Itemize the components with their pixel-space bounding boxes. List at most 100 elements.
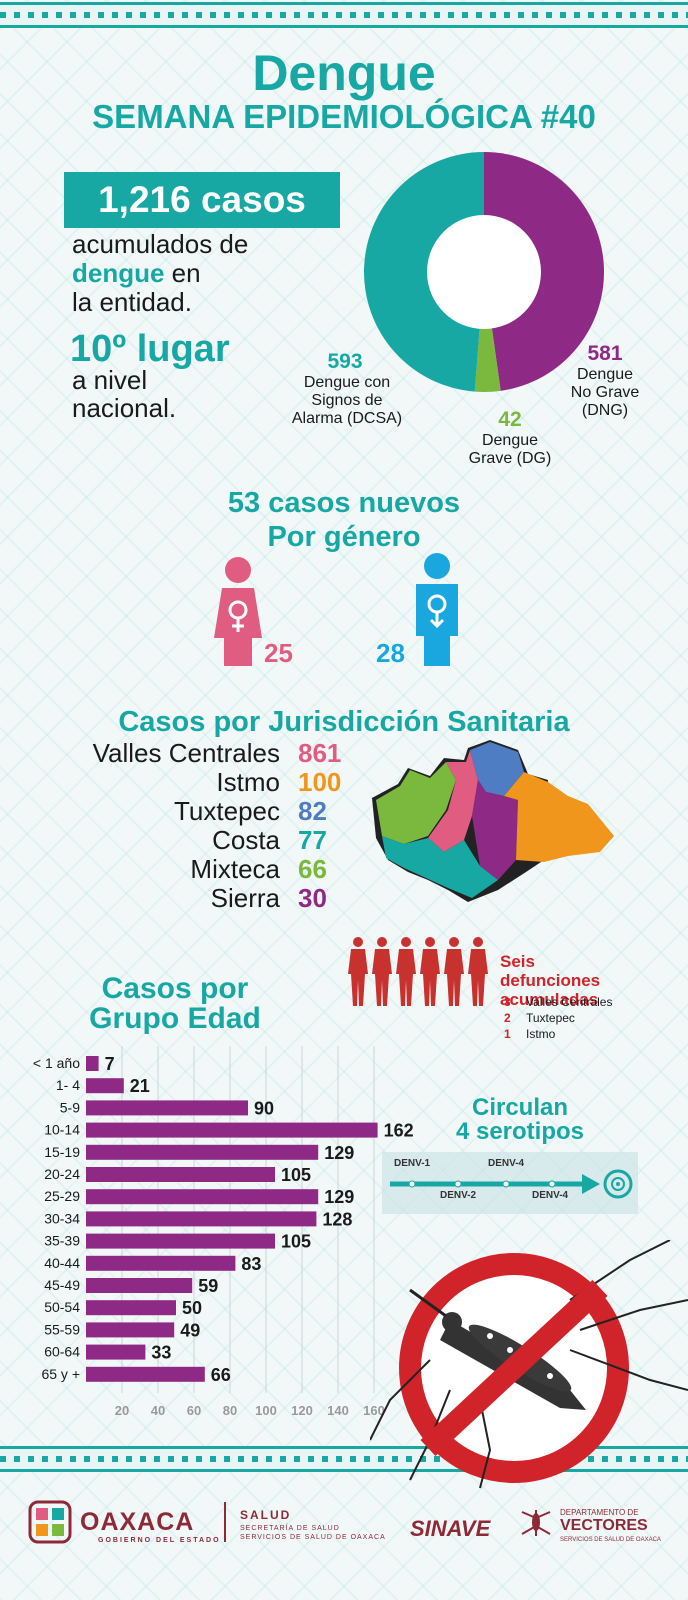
bar-value-label: 105 xyxy=(281,1165,311,1185)
valles-centrales-region xyxy=(428,750,478,852)
total-cases-box: 1,216 casos xyxy=(64,172,340,228)
serotype-label: DENV-2 xyxy=(440,1190,477,1201)
dg-label-line: Grave (DG) xyxy=(468,450,552,467)
category-label: 25-29 xyxy=(44,1188,80,1204)
no-mosquito-icon xyxy=(370,1240,688,1489)
vectores-line-2: VECTORES xyxy=(560,1517,648,1534)
bar-value-label: 90 xyxy=(254,1098,274,1118)
summary-line-2-rest: en xyxy=(164,258,201,288)
oaxaca-map xyxy=(372,740,614,902)
category-label: 15-19 xyxy=(44,1144,80,1160)
serotypes-title-line-1: Circulan xyxy=(471,1094,569,1121)
dng-value: 581 xyxy=(587,342,623,365)
category-label: 20-24 xyxy=(44,1166,80,1182)
death-count: 1 xyxy=(504,1027,511,1041)
deaths-title-line: Seis xyxy=(500,952,535,971)
serotype-label: DENV-1 xyxy=(394,1158,431,1169)
salud-logo-text: SALUD xyxy=(240,1508,292,1522)
category-label: 5-9 xyxy=(60,1099,80,1115)
dcsa-label-line: Signos de xyxy=(311,392,383,409)
oaxaca-seal-icon xyxy=(28,1500,72,1544)
death-place: Valles Centrales xyxy=(526,995,613,1009)
x-tick-label: 100 xyxy=(255,1403,277,1418)
female-count: 25 xyxy=(264,638,293,668)
summary-dengue-highlight: dengue xyxy=(72,258,165,288)
jurisdiction-name: Istmo xyxy=(216,767,280,797)
jurisdiction-name: Costa xyxy=(212,825,280,855)
category-label: 50-54 xyxy=(44,1299,80,1315)
bar xyxy=(86,1100,248,1116)
x-tick-label: 60 xyxy=(187,1403,201,1418)
vectores-mosquito-icon xyxy=(521,1510,551,1536)
serotype-label: DENV-4 xyxy=(532,1190,569,1201)
category-label: 40-44 xyxy=(44,1255,80,1271)
vectores-line-1: DEPARTAMENTO DE xyxy=(560,1508,639,1517)
sierra-region xyxy=(472,780,518,880)
death-count: 3 xyxy=(504,995,511,1009)
costa-region xyxy=(382,836,498,898)
dg-label-line: Dengue xyxy=(481,432,539,449)
jurisdiction-name: Sierra xyxy=(210,883,280,913)
bar-value-label: 59 xyxy=(198,1276,218,1296)
category-label: 60-64 xyxy=(44,1344,80,1360)
dng-label: Dengue No Grave (DNG) xyxy=(550,366,660,420)
bar-value-label: 128 xyxy=(322,1209,352,1229)
istmo-region xyxy=(504,772,614,862)
jurisdiction-value: 861 xyxy=(298,738,342,768)
bar xyxy=(86,1322,175,1338)
category-label: < 1 año xyxy=(33,1055,80,1071)
target-icon xyxy=(603,1169,633,1199)
bar xyxy=(86,1366,205,1382)
summary-line-3: la entidad. xyxy=(72,287,192,317)
category-label: 35-39 xyxy=(44,1233,80,1249)
new-cases-line-1: 53 casos nuevos xyxy=(227,487,461,519)
footer-divider xyxy=(224,1502,226,1542)
x-tick-label: 140 xyxy=(327,1403,349,1418)
dcsa-label: Dengue con Signos de Alarma (DCSA) xyxy=(282,374,412,428)
donut-slice xyxy=(484,152,605,391)
new-cases-line-2: Por género xyxy=(267,521,421,553)
jurisdiction-value: 82 xyxy=(298,796,327,826)
age-chart-title: Casos por Grupo Edad xyxy=(89,972,261,1035)
x-tick-label: 120 xyxy=(291,1403,313,1418)
donut-hole xyxy=(427,215,541,329)
bar xyxy=(86,1122,378,1138)
male-count: 28 xyxy=(376,638,405,668)
bar-value-label: 21 xyxy=(130,1076,150,1096)
male-figure-icon xyxy=(416,553,458,666)
jurisdiction-value: 77 xyxy=(298,825,327,855)
bar xyxy=(86,1167,275,1182)
salud-sub-line: SERVICIOS DE SALUD DE OAXACA xyxy=(240,1534,386,1541)
bar xyxy=(86,1056,99,1071)
category-label: 55-59 xyxy=(44,1321,80,1337)
bar-value-label: 33 xyxy=(151,1343,171,1363)
severity-donut-chart xyxy=(363,152,605,392)
bar xyxy=(86,1078,124,1094)
x-tick-label: 80 xyxy=(223,1403,237,1418)
category-label: 65 y + xyxy=(41,1366,80,1382)
bar xyxy=(86,1189,319,1205)
bar xyxy=(86,1211,317,1227)
mixteca-region xyxy=(376,762,456,844)
bar xyxy=(86,1144,319,1160)
bar xyxy=(86,1233,275,1249)
category-label: 30-34 xyxy=(44,1210,80,1226)
bar-value-label: 49 xyxy=(180,1320,200,1340)
rank-line-1: a nivel xyxy=(72,365,148,395)
salud-sub-line: SECRETARÍA DE SALUD xyxy=(240,1525,340,1532)
x-tick-label: 160 xyxy=(363,1403,385,1418)
bar-value-label: 66 xyxy=(211,1365,231,1385)
dng-label-line: (DNG) xyxy=(581,402,629,419)
national-rank: 10º lugar xyxy=(70,328,230,370)
jurisdiction-title: Casos por Jurisdicción Sanitaria xyxy=(118,706,570,738)
female-figure-icon xyxy=(214,557,262,666)
dng-label-line: Dengue xyxy=(576,366,634,383)
jurisdiction-name: Mixteca xyxy=(190,854,280,884)
bar-value-label: 83 xyxy=(241,1254,261,1274)
bar xyxy=(86,1344,146,1360)
bar-value-label: 129 xyxy=(324,1143,354,1163)
bar-value-label: 7 xyxy=(105,1054,115,1074)
donut-slice xyxy=(363,152,484,392)
jurisdiction-name: Valles Centrales xyxy=(92,738,280,768)
jurisdiction-name: Tuxtepec xyxy=(174,796,280,826)
